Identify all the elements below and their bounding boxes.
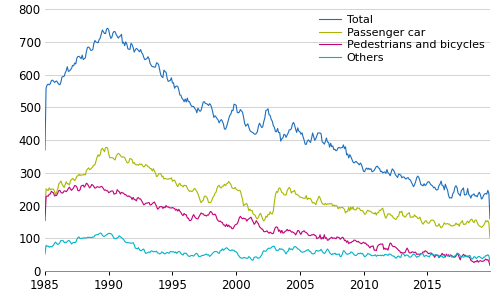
Pedestrians and bicycles — [42, 219, 48, 222]
Others — [97, 231, 103, 235]
Others — [469, 257, 475, 261]
Pedestrians and bicycles — [242, 217, 248, 221]
Total — [57, 83, 63, 87]
Total — [192, 107, 198, 110]
Total — [242, 121, 248, 125]
Pedestrians and bicycles — [263, 230, 269, 233]
Others — [487, 260, 493, 263]
Line: Others: Others — [45, 233, 490, 261]
Pedestrians and bicycles — [410, 250, 416, 253]
Passenger car — [57, 181, 63, 184]
Total — [42, 148, 48, 152]
Others — [410, 253, 416, 257]
Total — [263, 109, 269, 112]
Others — [42, 252, 48, 256]
Passenger car — [104, 145, 110, 149]
Line: Total: Total — [45, 28, 490, 219]
Passenger car — [263, 214, 269, 218]
Line: Pedestrians and bicycles: Pedestrians and bicycles — [45, 183, 490, 265]
Passenger car — [469, 217, 475, 221]
Total — [469, 193, 475, 197]
Pedestrians and bicycles — [487, 264, 493, 267]
Pedestrians and bicycles — [57, 188, 63, 192]
Total — [410, 183, 416, 186]
Passenger car — [410, 215, 416, 219]
Pedestrians and bicycles — [192, 215, 198, 219]
Line: Passenger car: Passenger car — [45, 147, 490, 238]
Total — [487, 217, 493, 221]
Passenger car — [192, 187, 198, 190]
Others — [263, 249, 269, 253]
Others — [192, 253, 198, 257]
Passenger car — [242, 203, 248, 207]
Passenger car — [42, 213, 48, 217]
Pedestrians and bicycles — [469, 259, 475, 263]
Others — [242, 256, 248, 259]
Pedestrians and bicycles — [84, 181, 89, 185]
Total — [104, 26, 110, 30]
Others — [57, 241, 63, 245]
Legend: Total, Passenger car, Pedestrians and bicycles, Others: Total, Passenger car, Pedestrians and bi… — [319, 15, 484, 63]
Passenger car — [487, 236, 493, 240]
